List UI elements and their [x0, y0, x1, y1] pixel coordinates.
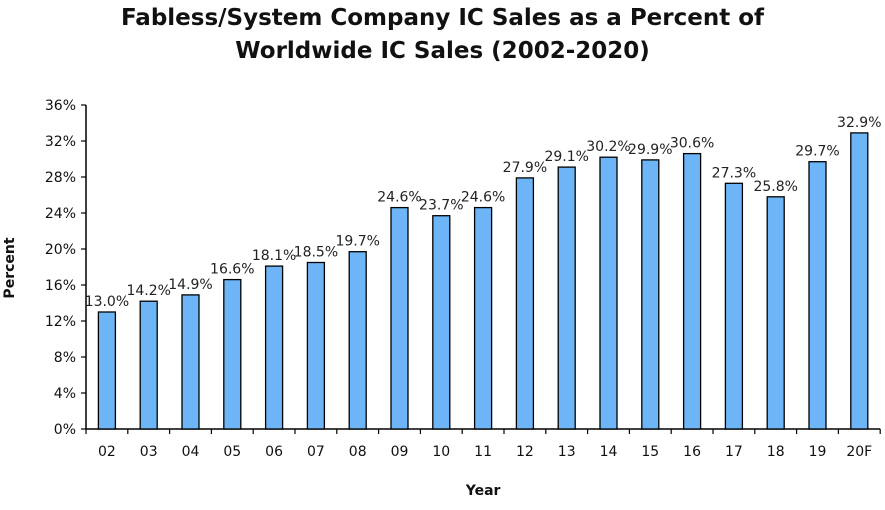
- bar: [599, 156, 618, 430]
- x-tick-label: 16: [683, 444, 701, 460]
- bar: [641, 159, 660, 430]
- chart-title: Fabless/System Company IC Sales as a Per…: [0, 2, 885, 68]
- bar: [264, 265, 284, 430]
- x-tick-label: 07: [307, 444, 325, 460]
- x-axis-title: Year: [465, 483, 501, 499]
- x-tick-label: 10: [432, 444, 450, 460]
- bar: [766, 196, 785, 430]
- data-label: 18.1%: [252, 248, 296, 264]
- y-tick-label: 28%: [45, 170, 76, 186]
- y-tick-label: 32%: [45, 134, 76, 150]
- x-tick-label: 08: [349, 444, 367, 460]
- data-label: 24.6%: [377, 190, 421, 206]
- data-label: 29.1%: [544, 149, 588, 165]
- data-label: 27.9%: [503, 160, 547, 176]
- data-label: 30.2%: [586, 139, 630, 155]
- y-axis-title: Percent: [2, 237, 18, 298]
- y-tick-label: 0%: [54, 422, 76, 438]
- data-label: 32.9%: [837, 115, 881, 131]
- x-tick-label: 19: [809, 444, 827, 460]
- bar: [808, 161, 827, 430]
- data-label: 25.8%: [753, 179, 797, 195]
- x-tick-label: 12: [516, 444, 534, 460]
- data-label: 30.6%: [670, 136, 714, 152]
- x-tick-label: 18: [767, 444, 785, 460]
- x-tick-label: 11: [474, 444, 492, 460]
- data-label: 29.9%: [628, 142, 672, 158]
- data-label: 16.6%: [210, 262, 254, 278]
- data-label: 19.7%: [335, 234, 379, 250]
- x-tick-label: 05: [223, 444, 241, 460]
- x-tick-label: 13: [558, 444, 576, 460]
- y-tick-label: 24%: [45, 206, 76, 222]
- x-tick-label: 03: [140, 444, 158, 460]
- bar: [390, 206, 409, 430]
- y-tick-label: 20%: [45, 242, 76, 258]
- x-tick-label: 09: [391, 444, 409, 460]
- data-label: 23.7%: [419, 198, 463, 214]
- y-tick-label: 8%: [54, 350, 76, 366]
- bar: [557, 166, 576, 430]
- bar: [348, 251, 367, 430]
- data-label: 27.3%: [712, 165, 756, 181]
- data-label: 14.9%: [168, 277, 212, 293]
- bar: [682, 152, 702, 430]
- x-tick-label: 02: [98, 444, 116, 460]
- bar: [139, 300, 158, 430]
- title-line-2: Worldwide IC Sales (2002-2020): [235, 38, 650, 64]
- bar: [432, 215, 451, 430]
- bar: [473, 206, 493, 430]
- data-label: 13.0%: [85, 294, 129, 310]
- bar: [850, 132, 869, 430]
- title-line-1: Fabless/System Company IC Sales as a Per…: [120, 5, 765, 31]
- bar: [724, 182, 744, 430]
- bar: [223, 278, 242, 430]
- y-tick-label: 16%: [45, 278, 76, 294]
- bar: [306, 261, 326, 430]
- y-tick-label: 36%: [45, 98, 76, 114]
- bar: [181, 294, 200, 430]
- x-tick-label: 15: [641, 444, 659, 460]
- x-tick-label: 17: [725, 444, 743, 460]
- x-tick-label: 06: [265, 444, 283, 460]
- data-label: 14.2%: [126, 283, 170, 299]
- data-label: 24.6%: [461, 190, 505, 206]
- bar: [515, 177, 535, 430]
- x-tick-label: 14: [600, 444, 618, 460]
- x-tick-label: 04: [182, 444, 200, 460]
- y-tick-label: 12%: [45, 314, 76, 330]
- x-tick-label: 20F: [846, 444, 872, 460]
- data-label: 29.7%: [795, 144, 839, 160]
- y-tick-label: 4%: [54, 386, 76, 402]
- bar: [97, 311, 117, 430]
- data-label: 18.5%: [294, 245, 338, 261]
